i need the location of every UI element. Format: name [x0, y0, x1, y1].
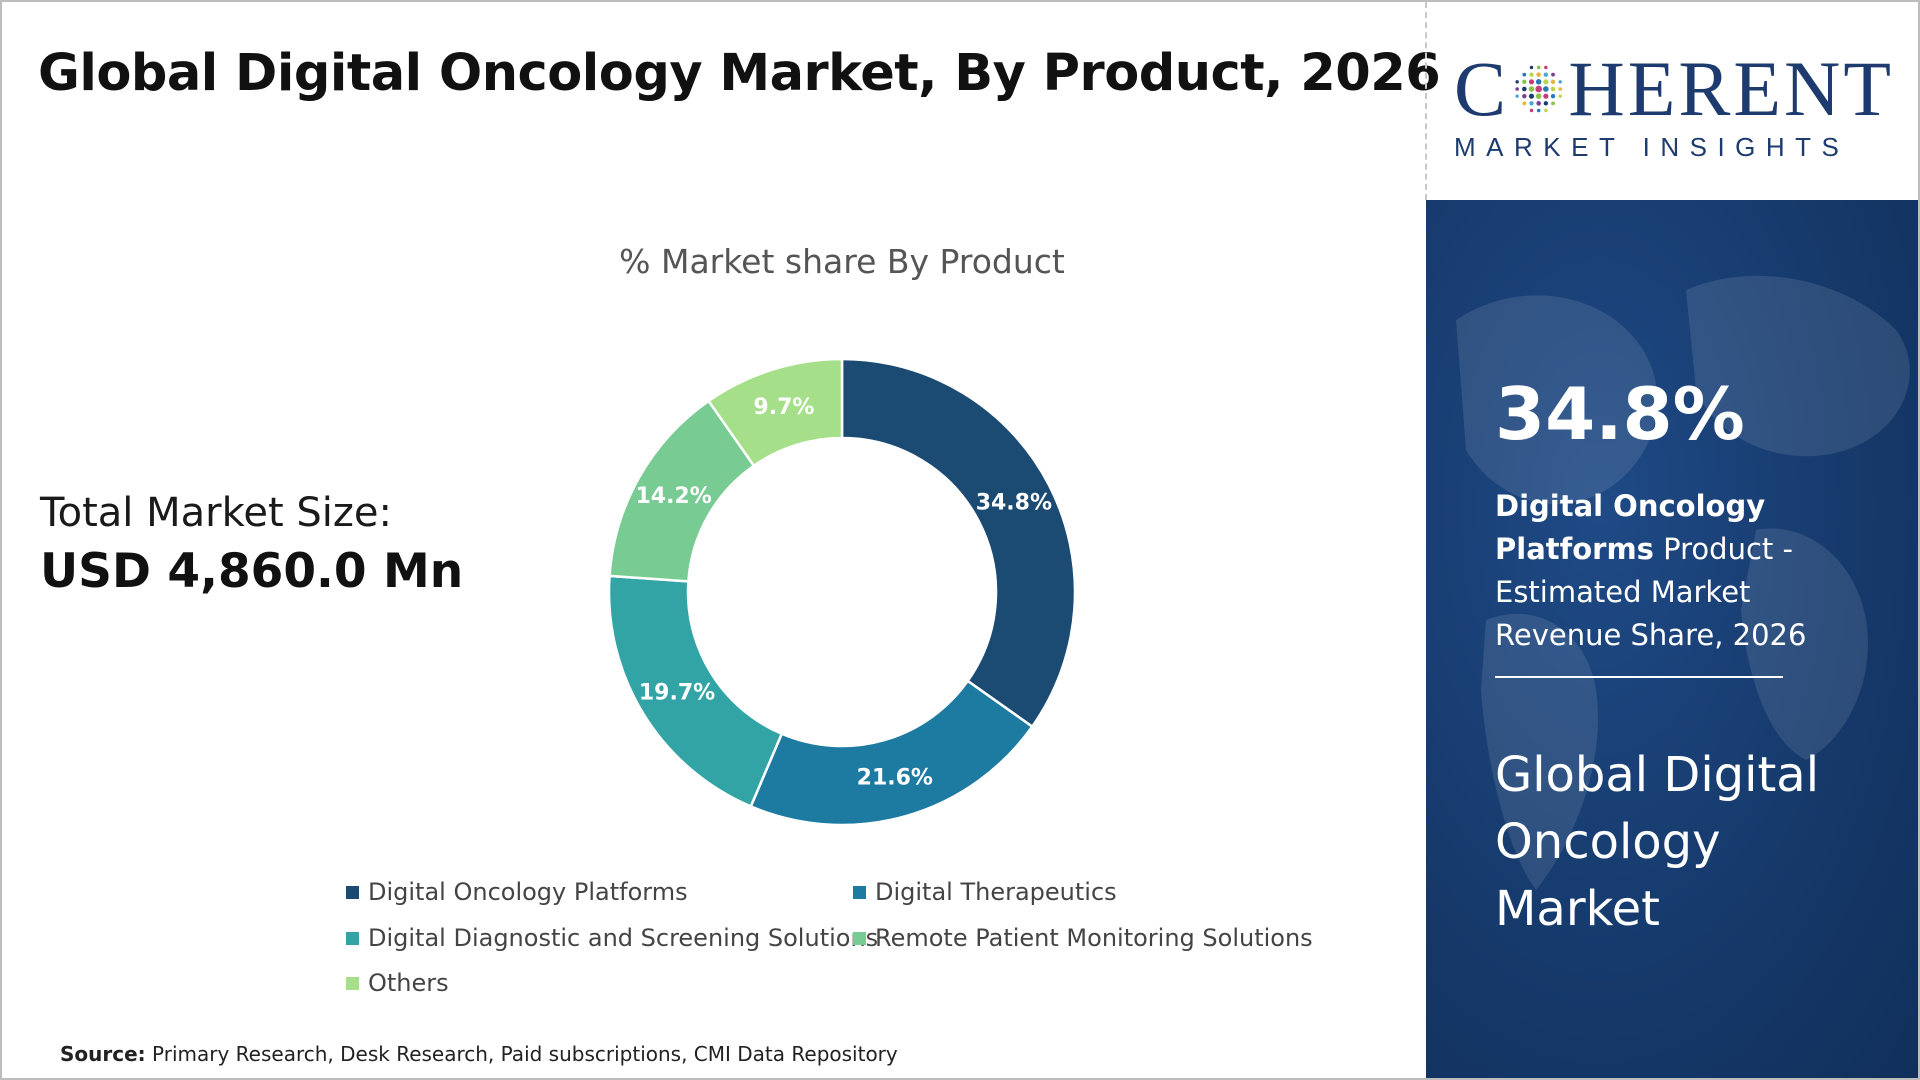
logo-dot [1543, 86, 1549, 92]
donut-data-label: 14.2% [635, 484, 711, 509]
total-market-size: Total Market Size: USD 4,860.0 Mn [40, 490, 463, 599]
logo-dot [1535, 85, 1543, 93]
logo-dot [1515, 87, 1519, 91]
donut-data-label: 21.6% [857, 766, 933, 791]
legend-label: Digital Oncology Platforms [368, 878, 688, 906]
logo-dot [1528, 79, 1535, 85]
legend-label: Others [368, 969, 449, 997]
company-logo: C HERENT MARKET INSIGHTS [1454, 50, 1894, 163]
donut-slice-2 [749, 679, 1034, 827]
header-divider [1425, 2, 1427, 200]
logo-dot [1544, 65, 1548, 70]
logo-dot [1536, 108, 1541, 113]
world-map-background [1456, 275, 1910, 890]
source-note: Source: Primary Research, Desk Research,… [60, 1042, 898, 1066]
highlight-description-text: Product - Estimated Market Revenue Share… [1495, 532, 1807, 652]
logo-letters-herent: HERENT [1568, 45, 1894, 132]
logo-dot [1543, 72, 1549, 77]
donut-data-label: 34.8% [976, 491, 1052, 516]
total-market-value: USD 4,860.0 Mn [40, 544, 464, 599]
legend-swatch [853, 931, 866, 945]
logo-dot [1558, 80, 1562, 84]
highlight-divider [1495, 676, 1783, 678]
logo-dot [1544, 108, 1548, 113]
logo-dot [1536, 65, 1541, 70]
logo-dot [1528, 93, 1535, 99]
logo-dot [1529, 108, 1534, 113]
source-text: Primary Research, Desk Research, Paid su… [152, 1042, 898, 1066]
logo-subtitle: MARKET INSIGHTS [1454, 132, 1850, 162]
logo-dot [1551, 101, 1555, 106]
legend-swatch [346, 931, 359, 945]
donut-chart: 34.8% 21.6% 19.7% 14.2% 9.7% [607, 357, 1077, 827]
logo-wordmark: C HERENT [1454, 50, 1894, 128]
chart-legend: Digital Oncology Platforms Digital Therap… [346, 878, 1346, 1008]
logo-dot [1536, 72, 1542, 77]
logo-dot [1543, 101, 1549, 106]
logo-dot [1550, 86, 1556, 92]
highlight-market-name: Global Digital Oncology Market [1495, 747, 1820, 937]
logo-dot [1522, 79, 1527, 85]
legend-label: Digital Therapeutics [875, 878, 1117, 906]
legend-item: Digital Diagnostic and Screening Solutio… [346, 924, 878, 952]
highlight-panel: 34.8% Digital Oncology Platforms Product… [1426, 200, 1918, 1078]
logo-dot [1528, 86, 1535, 92]
donut-data-label: 19.7% [639, 681, 715, 706]
legend-item: Others [346, 969, 449, 997]
legend-item: Remote Patient Monitoring Solutions [853, 924, 1313, 952]
highlight-description: Digital Oncology Platforms Product - Est… [1495, 485, 1875, 657]
logo-dot [1543, 93, 1549, 99]
logo-dot [1522, 101, 1527, 106]
donut-slice-1 [840, 357, 1077, 729]
logo-dot [1515, 94, 1519, 98]
legend-item: Digital Therapeutics [853, 878, 1117, 906]
logo-dot [1529, 72, 1534, 77]
legend-label: Digital Diagnostic and Screening Solutio… [368, 924, 879, 952]
logo-dot [1558, 87, 1563, 91]
donut-data-label: 9.7% [753, 395, 814, 420]
legend-swatch [853, 885, 866, 899]
chart-title: % Market share By Product [619, 242, 1065, 281]
source-label: Source: [60, 1042, 146, 1066]
donut-slice-5 [706, 357, 844, 468]
logo-dot [1551, 72, 1555, 77]
highlight-percentage: 34.8% [1495, 372, 1745, 456]
logo-dot [1550, 93, 1556, 99]
logo-dot [1529, 65, 1534, 70]
logo-dot [1529, 101, 1534, 106]
logo-dot [1536, 101, 1542, 106]
logo-letter-c: C [1454, 45, 1510, 132]
logo-dot [1522, 86, 1527, 92]
logo-dot [1535, 79, 1542, 85]
legend-label: Remote Patient Monitoring Solutions [875, 924, 1313, 952]
page-title: Global Digital Oncology Market, By Produ… [38, 44, 1441, 103]
logo-dot [1543, 79, 1549, 85]
logo-dot [1522, 93, 1527, 99]
logo-dot [1515, 80, 1519, 84]
logo-dot [1558, 94, 1562, 98]
highlight-segment-name: Digital Oncology Platforms [1495, 489, 1766, 566]
legend-item: Digital Oncology Platforms [346, 878, 688, 906]
total-market-label: Total Market Size: [40, 490, 392, 536]
legend-swatch [346, 976, 359, 990]
logo-globe-icon [1515, 65, 1563, 113]
logo-dot [1522, 72, 1527, 77]
logo-dot [1550, 79, 1556, 85]
logo-dot [1535, 93, 1542, 99]
legend-swatch [346, 885, 359, 899]
